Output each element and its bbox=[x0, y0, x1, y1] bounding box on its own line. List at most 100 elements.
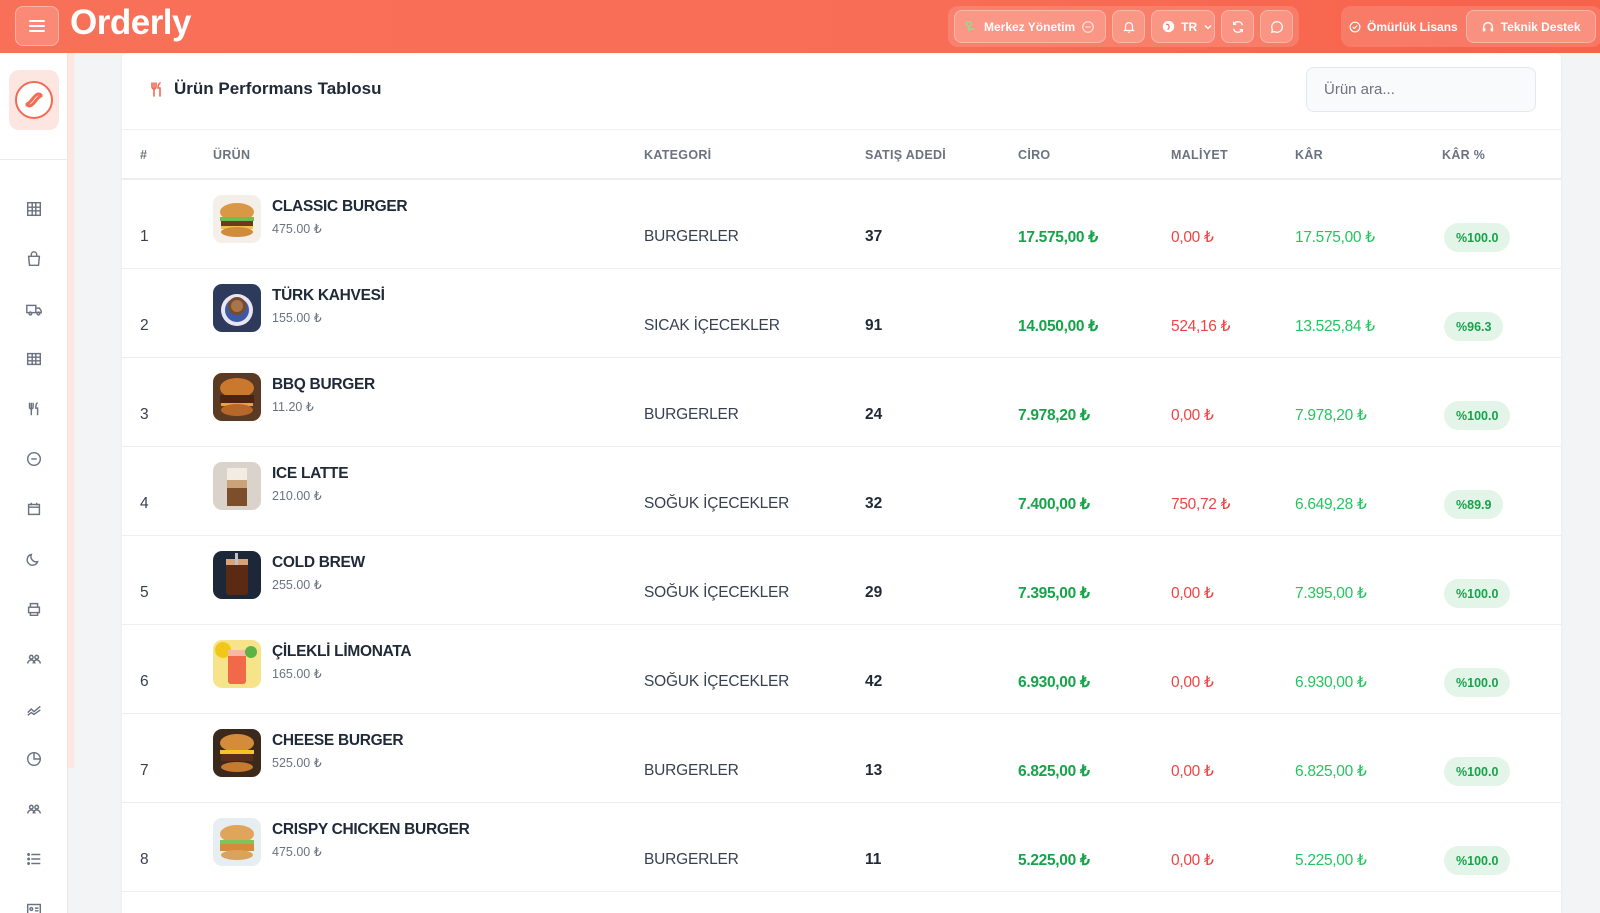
product-category: BURGERLER bbox=[644, 228, 739, 245]
profit-value: 6.825,00 ₺ bbox=[1295, 763, 1367, 780]
sidebar-item-shopping-bag[interactable] bbox=[22, 247, 46, 271]
column-header-category[interactable]: KATEGORİ bbox=[644, 148, 712, 162]
sidebar-item-chart-line[interactable] bbox=[22, 697, 46, 721]
revenue-value: 5.225,00 ₺ bbox=[1018, 852, 1090, 869]
table-row[interactable]: 8 CRISPY CHICKEN BURGER 475.00 ₺ BURGERLER 1… bbox=[122, 803, 1561, 892]
sidebar-item-moon[interactable] bbox=[22, 547, 46, 571]
table-row[interactable]: 1 CLASSIC BURGER 475.00 ₺ BURGERLER 37 17.575… bbox=[122, 180, 1561, 269]
refresh-icon bbox=[1232, 20, 1243, 33]
row-index: 1 bbox=[140, 228, 149, 245]
profit-value: 7.395,00 ₺ bbox=[1295, 585, 1367, 602]
product-image bbox=[213, 195, 261, 243]
minus-circle-icon bbox=[26, 451, 42, 467]
sidebar-item-id-card[interactable] bbox=[22, 897, 46, 913]
profit-value: 5.225,00 ₺ bbox=[1295, 852, 1367, 869]
table-row[interactable]: 2 TÜRK KAHVESİ 155.00 ₺ SICAK İÇECEKLER 91 14… bbox=[122, 269, 1561, 358]
sales-quantity: 29 bbox=[865, 584, 883, 601]
sidebar-item-table[interactable] bbox=[22, 347, 46, 371]
column-header-revenue[interactable]: CİRO bbox=[1018, 148, 1051, 162]
product-price: 11.20 ₺ bbox=[272, 400, 314, 414]
utensils-icon bbox=[151, 82, 161, 97]
branch-icon bbox=[965, 20, 975, 32]
menu-button[interactable] bbox=[15, 6, 59, 46]
license-actions: Ömürlük Lisans Teknik Destek bbox=[1341, 6, 1600, 47]
refresh-button[interactable] bbox=[1221, 10, 1255, 43]
globe-icon bbox=[1162, 20, 1175, 33]
sales-quantity: 37 bbox=[865, 228, 883, 245]
revenue-value: 7.395,00 ₺ bbox=[1018, 585, 1090, 602]
sidebar-logo[interactable] bbox=[9, 70, 59, 130]
sales-quantity: 32 bbox=[865, 495, 883, 512]
utensils-icon bbox=[28, 402, 39, 416]
table-row[interactable]: 3 BBQ BURGER 11.20 ₺ BURGERLER 24 7.978,20 ₺ 0… bbox=[122, 358, 1561, 447]
product-name: TÜRK KAHVESİ bbox=[272, 287, 385, 304]
sidebar-item-utensils[interactable] bbox=[22, 397, 46, 421]
whatsapp-icon bbox=[1270, 20, 1283, 33]
sales-quantity: 13 bbox=[865, 762, 883, 779]
card-header: Ürün Performans Tablosu bbox=[122, 53, 1561, 130]
product-category: BURGERLER bbox=[644, 762, 739, 779]
margin-badge: %89.9 bbox=[1444, 490, 1504, 519]
column-header-index[interactable]: # bbox=[140, 148, 148, 162]
product-category: SOĞUK İÇECEKLER bbox=[644, 673, 790, 690]
sidebar-item-grid[interactable] bbox=[22, 197, 46, 221]
sidebar-item-pie-chart[interactable] bbox=[22, 747, 46, 771]
chevron-down-icon bbox=[1204, 24, 1212, 29]
product-search-input[interactable] bbox=[1306, 67, 1536, 112]
table-header: # ÜRÜN KATEGORİ SATIŞ ADEDİ CİRO MALİYET… bbox=[122, 130, 1561, 180]
product-price: 155.00 ₺ bbox=[272, 311, 322, 325]
sidebar-item-delivery-truck[interactable] bbox=[22, 297, 46, 321]
sidebar-item-calendar[interactable] bbox=[22, 497, 46, 521]
row-index: 5 bbox=[140, 584, 149, 601]
team-icon bbox=[26, 804, 42, 814]
product-image bbox=[213, 373, 261, 421]
table-row[interactable]: 7 CHEESE BURGER 525.00 ₺ BURGERLER 13 6.825,0… bbox=[122, 714, 1561, 803]
delivery-truck-icon bbox=[26, 304, 42, 316]
header-actions: Merkez Yönetim TR bbox=[948, 6, 1300, 47]
moon-icon bbox=[26, 553, 39, 566]
cost-value: 524,16 ₺ bbox=[1171, 318, 1231, 335]
table-row[interactable]: 6 ÇİLEKLİ LİMONATA 165.00 ₺ SOĞUK İÇECEKLER… bbox=[122, 625, 1561, 714]
sidebar-item-team[interactable] bbox=[22, 797, 46, 821]
column-header-product[interactable]: ÜRÜN bbox=[213, 148, 251, 162]
brand-logo: Orderly bbox=[70, 3, 192, 42]
product-image bbox=[213, 551, 261, 599]
product-category: SICAK İÇECEKLER bbox=[644, 317, 780, 334]
license-badge[interactable]: Ömürlük Lisans bbox=[1347, 10, 1460, 43]
product-price: 210.00 ₺ bbox=[272, 489, 322, 503]
sales-quantity: 11 bbox=[865, 851, 882, 868]
cost-value: 0,00 ₺ bbox=[1171, 407, 1214, 424]
row-index: 4 bbox=[140, 495, 149, 512]
sidebar-item-users[interactable] bbox=[22, 647, 46, 671]
margin-badge: %100.0 bbox=[1444, 223, 1511, 252]
product-image bbox=[213, 640, 261, 688]
support-button[interactable]: Teknik Destek bbox=[1465, 10, 1596, 43]
product-image bbox=[213, 818, 261, 866]
table-row[interactable]: 5 COLD BREW 255.00 ₺ SOĞUK İÇECEKLER 29 7.395… bbox=[122, 536, 1561, 625]
card-title: Ürün Performans Tablosu bbox=[174, 79, 382, 98]
sidebar bbox=[0, 53, 68, 913]
sidebar-item-list[interactable] bbox=[22, 847, 46, 871]
product-name: CHEESE BURGER bbox=[272, 732, 404, 749]
logout-icon bbox=[1082, 20, 1095, 33]
shopping-bag-icon bbox=[27, 251, 41, 267]
product-price: 255.00 ₺ bbox=[272, 578, 322, 592]
product-name: ICE LATTE bbox=[272, 465, 349, 482]
chart-line-icon bbox=[27, 705, 41, 716]
profit-value: 7.978,20 ₺ bbox=[1295, 407, 1367, 424]
notifications-button[interactable] bbox=[1112, 10, 1146, 43]
column-header-cost[interactable]: MALİYET bbox=[1171, 148, 1228, 162]
sidebar-item-minus-circle[interactable] bbox=[22, 447, 46, 471]
sidebar-item-printer[interactable] bbox=[22, 597, 46, 621]
column-header-quantity[interactable]: SATIŞ ADEDİ bbox=[865, 148, 947, 162]
whatsapp-button[interactable] bbox=[1260, 10, 1294, 43]
product-category: BURGERLER bbox=[644, 406, 739, 423]
revenue-value: 7.978,20 ₺ bbox=[1018, 407, 1090, 424]
language-selector[interactable]: TR bbox=[1151, 10, 1216, 43]
table-row[interactable]: 4 ICE LATTE 210.00 ₺ SOĞUK İÇECEKLER 32 7.400… bbox=[122, 447, 1561, 536]
column-header-margin[interactable]: KÂR % bbox=[1442, 148, 1486, 162]
branch-selector[interactable]: Merkez Yönetim bbox=[954, 10, 1107, 43]
product-name: COLD BREW bbox=[272, 554, 365, 571]
row-index: 2 bbox=[140, 317, 149, 334]
column-header-profit[interactable]: KÂR bbox=[1295, 148, 1323, 162]
